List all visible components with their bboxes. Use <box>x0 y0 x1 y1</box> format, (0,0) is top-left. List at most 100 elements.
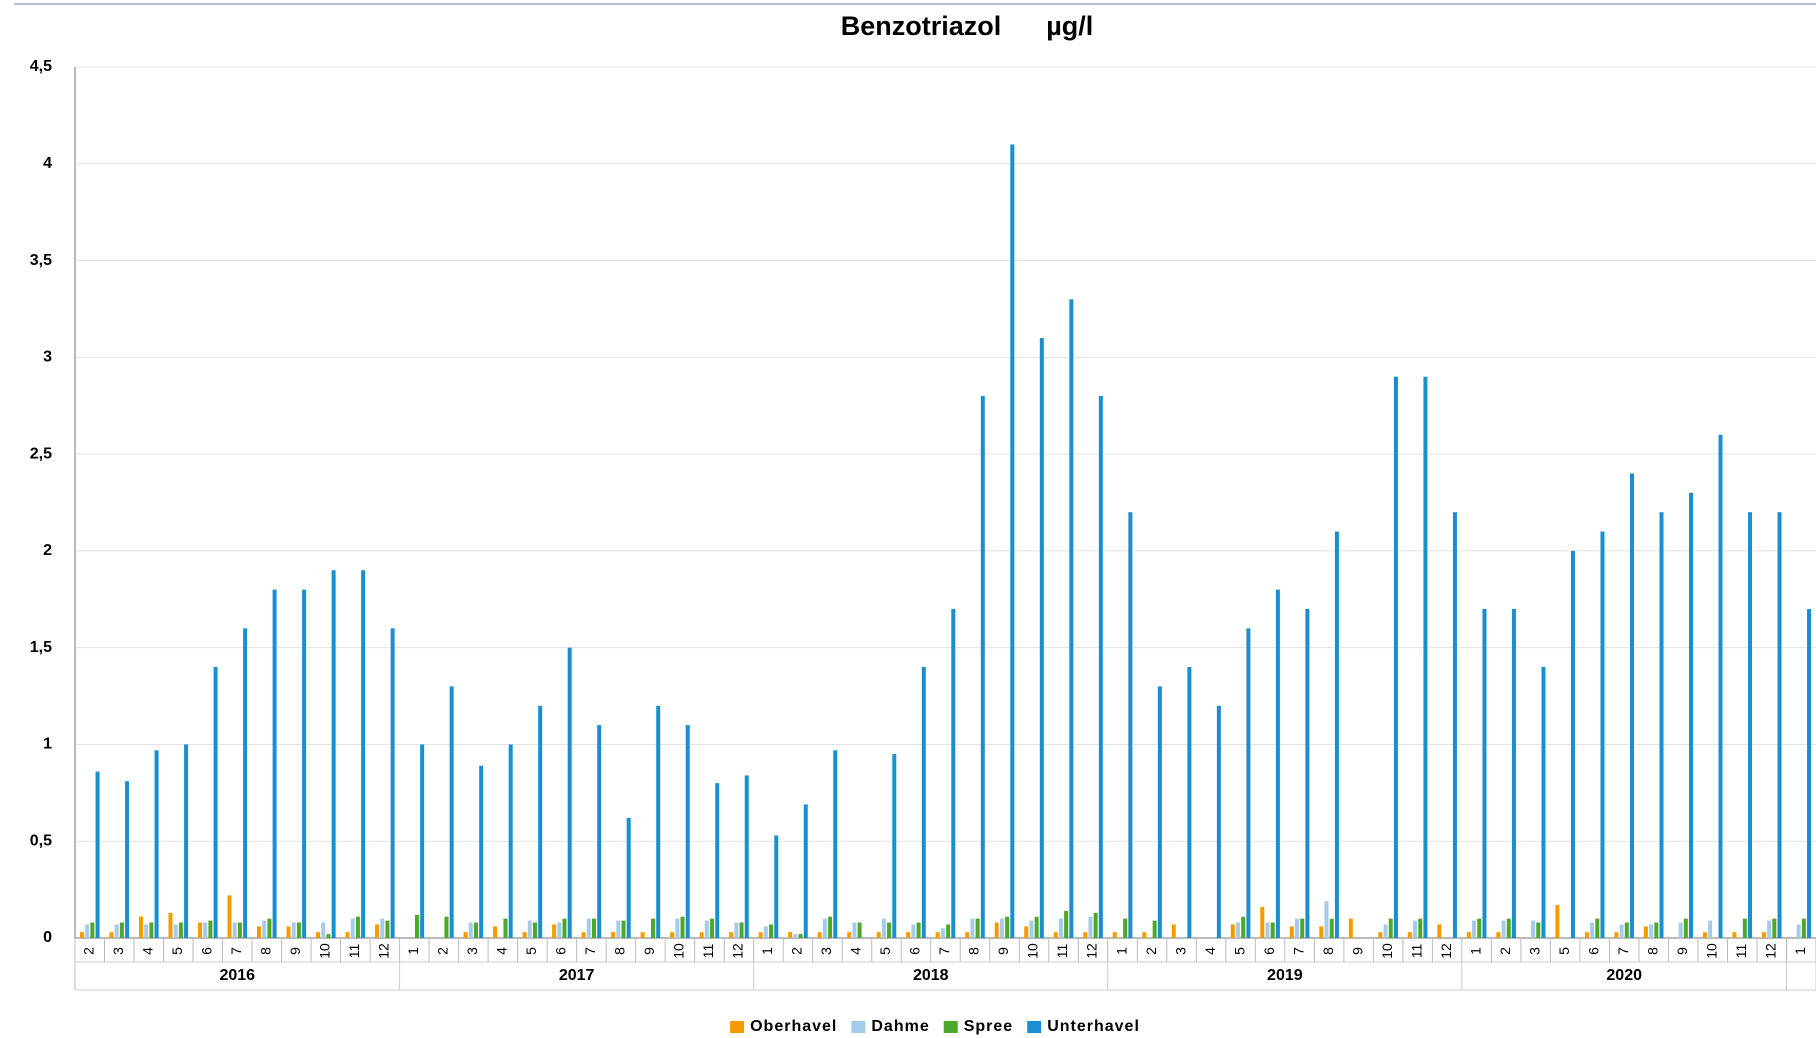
x-tick-label: 11 <box>1733 944 1749 959</box>
bar <box>1678 922 1683 938</box>
bar <box>79 932 84 938</box>
bar <box>744 775 749 938</box>
x-tick-label: 6 <box>1261 947 1277 955</box>
bar <box>911 924 916 938</box>
bar <box>1393 376 1398 938</box>
x-tick-label: 5 <box>877 947 893 955</box>
x-tick-label: 12 <box>1438 943 1454 959</box>
y-tick-label: 0,5 <box>30 832 52 849</box>
bar <box>640 932 645 938</box>
bar <box>611 932 616 938</box>
bar <box>1536 922 1541 938</box>
bar <box>1501 920 1506 938</box>
bar <box>154 750 159 938</box>
bar <box>887 922 892 938</box>
bar <box>1624 922 1629 938</box>
bar <box>597 725 602 938</box>
bar <box>1477 918 1482 938</box>
bar <box>1654 922 1659 938</box>
bar <box>680 916 685 938</box>
bar <box>591 918 596 938</box>
year-label: 2016 <box>219 967 255 984</box>
x-tick-label: 4 <box>494 947 510 955</box>
bar <box>1010 144 1015 938</box>
bar <box>581 932 586 938</box>
x-tick-label: 2 <box>1143 947 1159 955</box>
bar <box>1083 932 1088 938</box>
bar <box>361 570 366 938</box>
bar <box>85 924 90 938</box>
bar <box>1383 924 1388 938</box>
bar <box>380 918 385 938</box>
x-tick-label: 8 <box>1644 947 1660 955</box>
bar <box>119 922 124 938</box>
bar <box>828 916 833 938</box>
chart-title: Benzotriazol µg/l <box>841 11 1094 41</box>
x-tick-label: 6 <box>553 947 569 955</box>
bar <box>1152 920 1157 938</box>
bar <box>1772 918 1777 938</box>
bar <box>1069 299 1074 938</box>
bar <box>1742 918 1747 938</box>
x-tick-label: 12 <box>1084 943 1100 959</box>
bar <box>538 705 543 938</box>
bar <box>1064 910 1069 938</box>
bar <box>149 922 154 938</box>
x-tick-label: 9 <box>1674 947 1690 955</box>
bar <box>970 918 975 938</box>
bar <box>616 920 621 938</box>
bar <box>1619 924 1624 938</box>
bar <box>1034 916 1039 938</box>
y-tick-label: 3,5 <box>30 252 52 269</box>
year-label: 2020 <box>1606 967 1642 984</box>
x-tick-label: 9 <box>641 947 657 955</box>
bar <box>975 918 980 938</box>
bar <box>651 918 656 938</box>
legend-swatch <box>1027 1021 1042 1033</box>
bar <box>232 922 237 938</box>
bar <box>1689 492 1694 938</box>
bar <box>1260 907 1265 938</box>
bar <box>173 924 178 938</box>
bar <box>109 932 114 938</box>
y-tick-label: 4,5 <box>30 58 52 75</box>
legend-swatch <box>851 1021 866 1033</box>
bar <box>1295 918 1300 938</box>
bar <box>562 918 567 938</box>
y-tick-label: 4 <box>43 155 52 172</box>
bar <box>803 804 808 938</box>
bar <box>286 926 291 938</box>
bar <box>1541 667 1546 938</box>
x-tick-label: 6 <box>1585 947 1601 955</box>
bar <box>1275 589 1280 938</box>
bar <box>774 835 779 938</box>
bar <box>257 926 262 938</box>
bar <box>1029 920 1034 938</box>
bar <box>857 922 862 938</box>
bar <box>1265 922 1270 938</box>
x-tick-label: 1 <box>759 947 775 955</box>
x-tick-label: 10 <box>1025 943 1041 959</box>
year-label: 2019 <box>1267 967 1303 984</box>
bar <box>144 924 149 938</box>
bar <box>1128 512 1133 938</box>
bar <box>1472 920 1477 938</box>
bar <box>999 918 1004 938</box>
y-tick-label: 1 <box>43 736 52 753</box>
bar <box>197 922 202 938</box>
bar <box>704 920 709 938</box>
bar <box>296 922 301 938</box>
bar <box>1732 932 1737 938</box>
legend-label: Spree <box>964 1018 1013 1035</box>
bar <box>1324 901 1329 938</box>
bar <box>710 918 715 938</box>
bar <box>1555 905 1560 938</box>
bar <box>114 924 119 938</box>
year-label: 2018 <box>913 967 949 984</box>
bar <box>1584 932 1589 938</box>
bar <box>272 589 277 938</box>
bar <box>95 771 100 938</box>
y-tick-label: 3 <box>43 349 52 366</box>
legend-swatch <box>943 1021 958 1033</box>
bar <box>1378 932 1383 938</box>
